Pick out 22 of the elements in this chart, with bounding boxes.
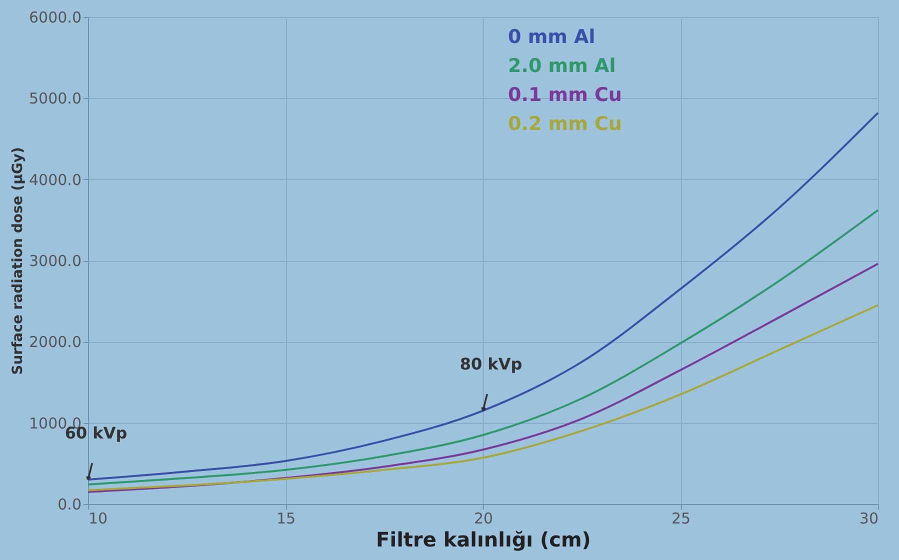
y-tick-label: 0.0 [58, 496, 82, 514]
x-tick-label: 30 [859, 510, 878, 528]
y-tick-label: 6000.0 [29, 8, 82, 26]
line-series [87, 262, 879, 493]
line-series [87, 112, 879, 481]
text: 2.0 mm Al [508, 55, 616, 77]
x-tick-label: 15 [276, 510, 296, 528]
text: 0 mm Al [508, 26, 596, 48]
x-tick-label: 20 [474, 510, 494, 528]
line-series [87, 209, 879, 486]
annotation: 80 kVp [460, 354, 522, 374]
x-axis-title: Filtre kalınlığı (cm) [376, 528, 591, 552]
y-axis-title: Surface radiation dose (μGy) [10, 147, 26, 375]
text: 0.2 mm Cu [508, 113, 622, 135]
text: 0.1 mm Cu [508, 84, 622, 106]
y-tick-label: 3000.0 [29, 252, 82, 270]
y-tick-label: 4000.0 [29, 170, 82, 189]
x-tick-label: 25 [671, 510, 691, 528]
y-tick-label: 5000.0 [29, 90, 82, 108]
x-tick-label: 10 [88, 510, 108, 528]
y-tick-label: 2000.0 [29, 333, 82, 352]
line-series [87, 304, 879, 492]
